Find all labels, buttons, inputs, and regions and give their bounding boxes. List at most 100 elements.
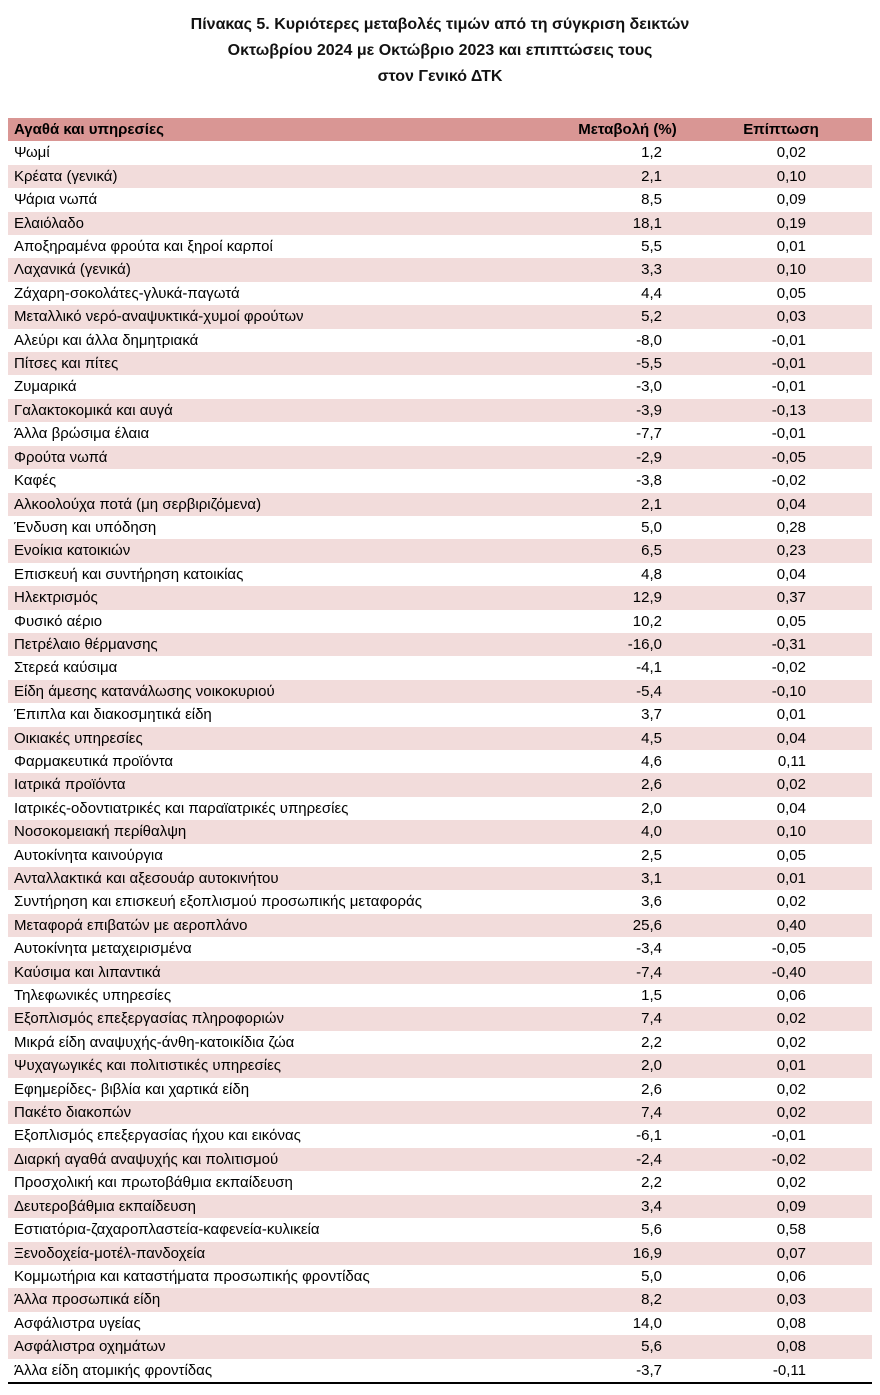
item-cell: Ηλεκτρισμός [14,589,98,607]
item-cell: Γαλακτοκομικά και αυγά [14,401,173,419]
change-cell: 2,6 [641,1080,662,1098]
item-cell: Αυτοκίνητα καινούργια [14,846,163,864]
change-cell: -16,0 [627,635,662,653]
item-cell: Δευτεροβάθμια εκπαίδευση [14,1197,197,1215]
table-row: Ψυχαγωγικές και πολιτιστικές υπηρεσίες 2,… [8,1054,872,1078]
change-cell: 3,6 [641,893,662,911]
change-cell: -3,0 [636,378,662,396]
change-cell: 5,2 [641,308,662,326]
table-row: Επισκευή και συντήρηση κατοικίας 4,8 0,04 [8,562,872,587]
item-cell: Αλεύρι και άλλα δημητριακά [14,331,199,349]
table-row: Πίτσες και πίτες -5,5 -0,01 [8,352,872,376]
item-cell: Οικιακές υπηρεσίες [14,729,143,747]
table-row: Ψωμί 1,2 0,02 [8,141,872,165]
table-row: Οικιακές υπηρεσίες 4,5 0,04 [8,726,872,750]
item-cell: Καύσιμα και λιπαντικά [14,963,161,981]
table-title-line-1: Πίνακας 5. Κυριότερες μεταβολές τιμών απ… [190,16,690,33]
impact-cell: 0,01 [776,870,806,887]
change-cell: -5,4 [636,682,662,700]
table-row: Ασφάλιστρα οχημάτων 5,6 0,08 [8,1335,872,1359]
change-cell: 6,5 [641,542,662,560]
item-cell: Άλλα προσωπικά είδη [14,1291,161,1309]
impact-cell: -0,01 [771,425,806,443]
change-cell: -8,0 [636,331,662,349]
table-row: Ανταλλακτικά και αξεσουάρ αυτοκινήτου 3,1… [8,867,872,891]
table-row: Ελαιόλαδο 18,1 0,19 [8,211,872,236]
table-row: Φαρμακευτικά προϊόντα 4,6 0,11 [8,749,872,774]
table-row: Εξοπλισμός επεξεργασίας ήχου και εικόνας… [8,1124,872,1148]
item-cell: Τηλεφωνικές υπηρεσίες [14,987,172,1005]
item-cell: Αυτοκίνητα μεταχειρισμένα [14,940,192,958]
item-cell: Ένδυση και υπόδηση [14,518,157,536]
change-cell: 2,2 [641,1174,662,1192]
table-row: Τηλεφωνικές υπηρεσίες 1,5 0,06 [8,984,872,1008]
impact-cell: -0,11 [772,1361,806,1379]
table-row: Άλλα βρώσιμα έλαια -7,7 -0,01 [8,422,872,446]
table-row: Έπιπλα και διακοσμητικά είδη 3,7 0,01 [8,703,872,727]
table-row: Μεταφορά επιβατών με αεροπλάνο 25,6 0,40 [8,913,872,938]
impact-cell: 0,09 [776,191,806,209]
table-row: Είδη άμεσης κατανάλωσης νοικοκυριού -5,4 -… [8,679,872,704]
change-cell: 8,2 [641,1291,662,1309]
item-cell: Φρούτα νωπά [14,448,108,466]
item-cell: Μικρά είδη αναψυχής-άνθη-κατοικίδια ζώα [14,1033,295,1051]
impact-cell: -0,05 [771,448,806,466]
table-title-line-3: στον Γενικό ΔΤΚ [377,68,503,85]
item-cell: Εξοπλισμός επεξεργασίας πληροφοριών [14,1010,284,1028]
change-cell: 5,0 [641,518,662,536]
impact-cell: -0,01 [771,331,806,349]
impact-cell: 0,02 [776,1033,806,1051]
column-header-impact: Επίπτωση [690,118,872,142]
impact-cell: 0,04 [776,729,806,747]
change-cell: -2,9 [636,448,662,466]
impact-cell: 0,23 [776,542,806,560]
item-cell: Επισκευή και συντήρηση κατοικίας [14,565,244,583]
impact-cell: -0,02 [771,1150,806,1168]
table-row: Ασφάλιστρα υγείας 14,0 0,08 [8,1311,872,1336]
table-row: Μεταλλικό νερό-αναψυκτικά-χυμοί φρούτων 5… [8,305,872,329]
change-cell: 14,0 [632,1314,662,1332]
table-row: Κρέατα (γενικά) 2,1 0,10 [8,164,872,189]
change-cell: 25,6 [632,916,662,934]
table-row: Πακέτο διακοπών 7,4 0,02 [8,1101,872,1125]
impact-cell: -0,31 [771,635,806,653]
impact-cell: 0,10 [776,261,806,279]
impact-cell: -0,10 [771,682,806,700]
change-cell: -6,1 [636,1127,662,1145]
item-cell: Εξοπλισμός επεξεργασίας ήχου και εικόνας [14,1127,301,1145]
column-header-goods-services: Αγαθά και υπηρεσίες [8,118,565,142]
item-cell: Φαρμακευτικά προϊόντα [14,752,174,770]
change-cell: 4,0 [641,823,662,841]
table-row: Ψάρια νωπά 8,5 0,09 [8,188,872,212]
change-cell: -3,8 [636,472,662,490]
change-cell: 7,4 [641,1010,662,1028]
table-title-line-2: Οκτωβρίου 2024 με Οκτώβριο 2023 και επιπ… [227,42,653,59]
table-row: Προσχολική και πρωτοβάθμια εκπαίδευση 2,2… [8,1171,872,1195]
change-cell: 16,9 [632,1244,662,1262]
impact-cell: -0,01 [771,1127,806,1145]
item-cell: Προσχολική και πρωτοβάθμια εκπαίδευση [14,1174,293,1192]
impact-cell: 0,02 [776,893,806,911]
change-cell: 2,5 [641,846,662,864]
change-cell: 2,1 [641,495,662,513]
column-header-change-percent: Μεταβολή (%) [565,118,690,142]
table-row: Γαλακτοκομικά και αυγά -3,9 -0,13 [8,398,872,423]
item-cell: Ζάχαρη-σοκολάτες-γλυκά-παγωτά [14,284,240,302]
change-cell: 5,6 [641,1338,662,1356]
impact-cell: 0,02 [776,1010,806,1028]
impact-cell: 0,02 [776,776,806,794]
change-cell: 2,0 [641,799,662,817]
item-cell: Στερεά καύσιμα [14,659,118,677]
item-cell: Ξενοδοχεία-μοτέλ-πανδοχεία [14,1244,206,1262]
change-cell: -5,5 [636,355,662,373]
change-cell: 3,4 [641,1197,662,1215]
item-cell: Καφές [14,472,57,490]
impact-cell: -0,01 [771,378,806,396]
change-cell: 2,1 [641,167,662,185]
change-cell: -7,4 [636,963,662,981]
impact-cell: 0,01 [776,238,806,256]
table-row: Ενοίκια κατοικιών 6,5 0,23 [8,539,872,563]
impact-cell: -0,13 [771,401,806,419]
item-cell: Ιατρικά προϊόντα [14,776,126,794]
item-cell: Πετρέλαιο θέρμανσης [14,635,158,653]
